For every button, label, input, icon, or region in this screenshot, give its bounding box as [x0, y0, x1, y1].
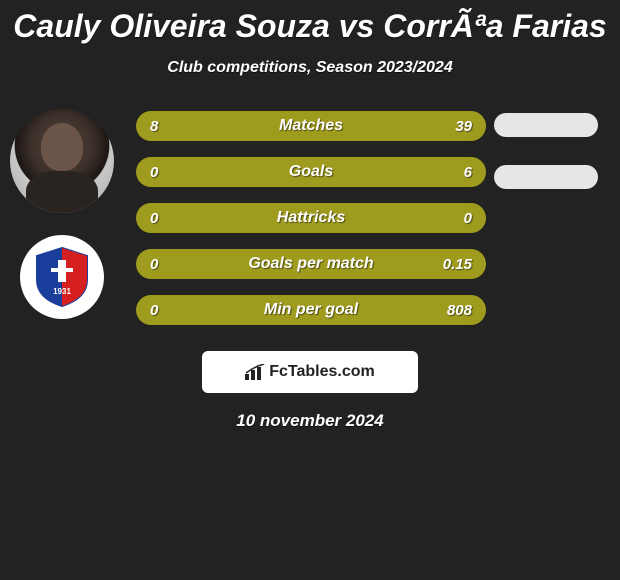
left-avatars: 1931 [8, 109, 136, 341]
club-badge: 1931 [20, 235, 104, 319]
stat-bar-goals-per-match: 0 Goals per match 0.15 [136, 249, 486, 279]
stat-label: Matches [279, 117, 343, 135]
stat-label: Hattricks [277, 209, 345, 227]
stat-bar-matches: 8 Matches 39 [136, 111, 486, 141]
footer-date: 10 november 2024 [0, 411, 620, 431]
stat-left-value: 0 [150, 210, 158, 227]
stat-right-value: 6 [464, 164, 472, 181]
club-badge-icon: 1931 [33, 246, 91, 308]
stat-bars: 8 Matches 39 0 Goals 6 0 Hattricks 0 0 G… [136, 109, 486, 341]
footer-brand: FcTables.com [245, 363, 375, 381]
stat-label: Min per goal [264, 301, 358, 319]
page-title: Cauly Oliveira Souza vs CorrÃªa Farias [0, 0, 620, 45]
stat-left-value: 0 [150, 164, 158, 181]
stat-left-value: 8 [150, 118, 158, 135]
stat-bar-hattricks: 0 Hattricks 0 [136, 203, 486, 233]
stat-right-value: 0.15 [443, 256, 472, 273]
stat-right-value: 0 [464, 210, 472, 227]
subtitle: Club competitions, Season 2023/2024 [0, 59, 620, 77]
stat-bar-min-per-goal: 0 Min per goal 808 [136, 295, 486, 325]
stat-right-value: 808 [447, 302, 472, 319]
pill-goals [494, 165, 598, 189]
stat-left-value: 0 [150, 256, 158, 273]
pill-matches [494, 113, 598, 137]
chart-icon [245, 364, 267, 380]
footer-brand-box: FcTables.com [202, 351, 418, 393]
stat-bar-goals: 0 Goals 6 [136, 157, 486, 187]
comparison-panel: 1931 8 Matches 39 0 Goals 6 0 Hattricks … [0, 109, 620, 341]
svg-text:1931: 1931 [53, 287, 71, 296]
footer-brand-text: FcTables.com [269, 363, 375, 380]
stat-label: Goals per match [248, 255, 373, 273]
right-pills [486, 109, 612, 341]
stat-left-value: 0 [150, 302, 158, 319]
stat-right-value: 39 [455, 118, 472, 135]
player-photo [10, 109, 114, 213]
stat-label: Goals [289, 163, 333, 181]
